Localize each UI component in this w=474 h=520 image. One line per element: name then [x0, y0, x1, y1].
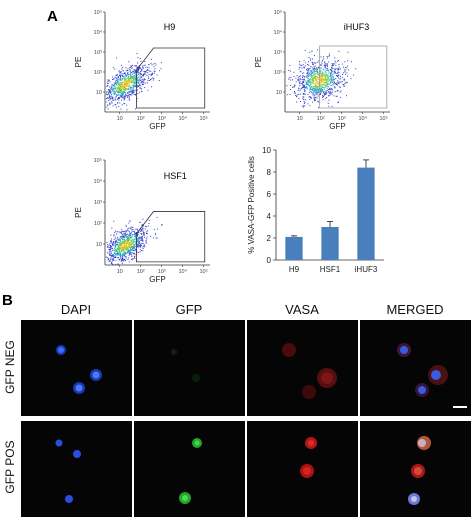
row-label-gfp-neg: GFP NEG [3, 340, 17, 394]
flow-plot-hsf1: 10 10 10² 10² 10³ 10³ 10⁴ 10⁴ 10⁵ 10⁵ GFP PE HSF1 [60, 148, 220, 303]
y-axis-label: PE [74, 207, 83, 218]
y-tick-label: 10 [96, 242, 102, 248]
flow-plot-h9: 10 10 10² 10² 10³ 10³ 10⁴ 10⁴ 10⁵ 10⁵ GFP PE H9 [60, 0, 220, 150]
micrograph-image [397, 343, 467, 408]
micrograph-neg-vasa [247, 320, 358, 416]
micrograph-neg-merged [360, 320, 471, 416]
y-tick-label: 10² [274, 70, 282, 76]
y-axis-label: % VASA-GFP Positive cells [247, 156, 256, 254]
x-tick-label: 10³ [158, 269, 166, 275]
bar [285, 236, 303, 260]
x-tick-label: 10 [297, 116, 303, 122]
y-tick-label: 10⁵ [94, 9, 102, 16]
x-tick-label: 10⁴ [358, 115, 367, 122]
scatter-cloud [106, 53, 162, 111]
micrograph-pos-gfp [134, 421, 245, 517]
panel-b-label: B [2, 292, 13, 309]
x-tick-label: 10⁴ [178, 268, 187, 275]
bar [357, 167, 375, 260]
column-header-vasa: VASA [285, 302, 319, 317]
y-tick-label: 10³ [94, 50, 102, 56]
x-tick-label: H9 [289, 265, 300, 274]
y-tick-label: 10⁴ [94, 178, 103, 185]
y-tick-label: 10⁵ [274, 9, 282, 16]
x-tick-label: 10 [117, 116, 123, 122]
micrograph-image [300, 437, 317, 478]
x-tick-label: HSF1 [320, 265, 341, 274]
panel-a-label: A [47, 8, 58, 25]
micrograph-pos-merged [360, 421, 471, 517]
y-tick-label: 10 [262, 146, 271, 155]
y-axis-label: PE [254, 57, 263, 68]
y-axis-label: PE [74, 57, 83, 68]
x-tick-label: 10⁴ [178, 115, 187, 122]
scatter-cloud [286, 49, 357, 109]
gate-region [319, 45, 388, 109]
x-axis-label: GFP [149, 275, 165, 284]
x-axis-label: GFP [149, 122, 165, 131]
y-tick-label: 10² [94, 221, 102, 227]
x-tick-label: 10² [317, 116, 325, 122]
x-tick-label: 10² [137, 269, 145, 275]
flow-plot-axes: 10 10 10² 10² 10³ 10³ 10⁴ 10⁴ 10⁵ 10⁵ GFP PE H9 [74, 9, 210, 131]
y-tick-label: 4 [267, 212, 272, 221]
sample-name: H9 [164, 22, 176, 32]
x-tick-label: 10² [137, 116, 145, 122]
x-tick-label: 10³ [158, 116, 166, 122]
micrograph-neg-dapi [21, 320, 132, 416]
sample-name: iHUF3 [344, 22, 370, 32]
y-tick-label: 10³ [94, 200, 102, 206]
y-tick-label: 2 [267, 234, 272, 243]
y-tick-label: 10³ [274, 50, 282, 56]
flow-plot-svg: 10 10 10² 10² 10³ 10³ 10⁴ 10⁴ 10⁵ 10⁵ GFP PE H9 [74, 9, 210, 131]
bar [321, 227, 339, 260]
sample-name: HSF1 [164, 171, 187, 181]
y-tick-label: 10⁴ [94, 29, 103, 36]
bar-chart-svg: 0 2 4 6 8 10 % VASA-GFP Positive cells H9 HSF1 iH… [247, 146, 384, 274]
micrograph-image [56, 345, 102, 394]
flow-plot-axes: 10 10 10² 10² 10³ 10³ 10⁴ 10⁴ 10⁵ 10⁵ GFP PE iHUF3 [254, 9, 390, 131]
micrograph-image [55, 439, 81, 503]
micrograph-image [408, 436, 431, 505]
y-tick-label: 6 [267, 190, 272, 199]
x-tick-label: 10³ [338, 116, 346, 122]
micrograph-pos-vasa [247, 421, 358, 517]
x-tick-label: 10⁵ [199, 115, 207, 122]
micrograph-image [282, 343, 337, 399]
x-tick-label: 10⁵ [379, 115, 387, 122]
micrograph-pos-dapi [21, 421, 132, 517]
micrograph-image [171, 349, 200, 382]
scale-bar [453, 406, 467, 408]
y-tick-label: 10 [276, 90, 282, 96]
column-header-gfp: GFP [175, 302, 203, 317]
row-label-gfp-pos: GFP POS [3, 440, 17, 494]
micrograph-image [179, 438, 202, 504]
flow-plot-svg: 10 10 10² 10² 10³ 10³ 10⁴ 10⁴ 10⁵ 10⁵ GFP PE HSF1 [74, 157, 210, 284]
gate-region [136, 211, 206, 263]
x-axis-label: GFP [329, 122, 345, 131]
flow-plot-ihuf3: 10 10 10² 10² 10³ 10³ 10⁴ 10⁴ 10⁵ 10⁵ GFP PE iHUF3 [240, 0, 400, 150]
bar-chart: 0 2 4 6 8 10 % VASA-GFP Positive cells H9 HSF1 iH… [232, 142, 392, 294]
y-tick-label: 10⁴ [274, 29, 283, 36]
y-tick-label: 10 [96, 90, 102, 96]
gate-region [136, 47, 206, 109]
micrograph-neg-gfp [134, 320, 245, 416]
x-tick-label: 10⁵ [199, 268, 207, 275]
x-tick-label: 10 [117, 269, 123, 275]
flow-plot-axes: 10 10 10² 10² 10³ 10³ 10⁴ 10⁴ 10⁵ 10⁵ GFP PE HSF1 [74, 157, 210, 284]
y-tick-label: 10⁵ [94, 157, 102, 164]
y-tick-label: 0 [267, 256, 272, 265]
flow-plot-svg: 10 10 10² 10² 10³ 10³ 10⁴ 10⁴ 10⁵ 10⁵ GFP PE iHUF3 [254, 9, 390, 131]
y-tick-label: 10² [94, 70, 102, 76]
x-tick-label: iHUF3 [355, 265, 378, 274]
column-header-merged: MERGED [386, 302, 444, 317]
column-header-dapi: DAPI [60, 302, 92, 317]
y-tick-label: 8 [267, 168, 272, 177]
scatter-cloud [106, 216, 163, 265]
